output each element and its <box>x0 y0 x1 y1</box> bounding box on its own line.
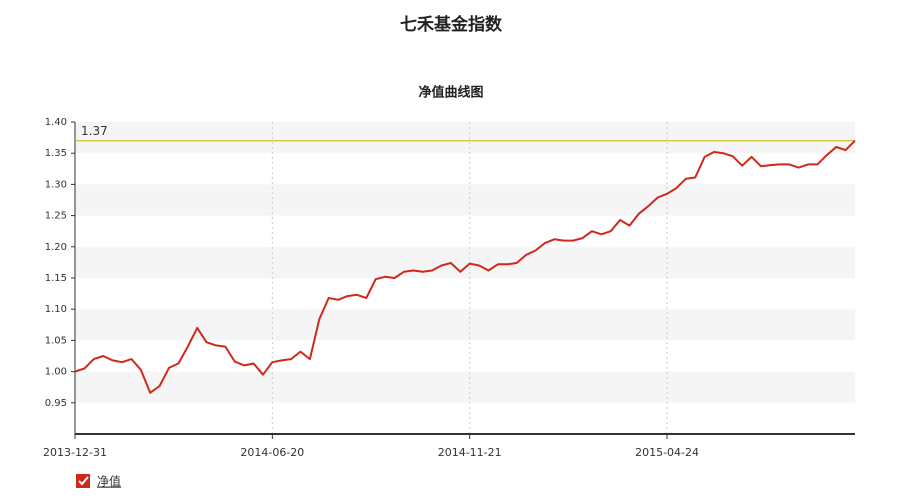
y-tick-label: 1.35 <box>45 148 67 159</box>
chart-title: 七禾基金指数 <box>400 14 503 35</box>
mark-line-label: 1.37 <box>81 124 108 138</box>
check-icon <box>78 476 89 486</box>
y-tick-label: 1.25 <box>45 211 67 222</box>
y-tick-label: 0.95 <box>45 398 67 409</box>
grid-band <box>75 246 855 278</box>
y-tick-label: 1.00 <box>45 367 67 378</box>
y-tick-label: 1.15 <box>45 273 67 284</box>
grid-band <box>75 371 855 403</box>
x-tick-label: 2015-04-24 <box>635 446 699 459</box>
series-line <box>74 139 856 394</box>
grid-band <box>75 122 855 154</box>
legend-label[interactable]: 净值 <box>97 474 121 489</box>
chart-subtitle: 净值曲线图 <box>418 85 483 101</box>
y-tick-label: 1.10 <box>45 304 67 315</box>
legend-checkbox[interactable] <box>76 474 90 488</box>
y-tick-label: 1.40 <box>45 117 67 128</box>
x-tick-label: 2014-11-21 <box>438 446 502 459</box>
y-tick-label: 1.05 <box>45 335 67 346</box>
grid-band <box>75 309 855 341</box>
grid-band <box>75 184 855 216</box>
y-tick-label: 1.20 <box>45 242 67 253</box>
legend[interactable]: 净值 <box>76 474 121 489</box>
x-tick-label: 2013-12-31 <box>43 446 107 459</box>
x-tick-label: 2014-06-20 <box>240 446 304 459</box>
y-tick-label: 1.30 <box>45 179 67 190</box>
